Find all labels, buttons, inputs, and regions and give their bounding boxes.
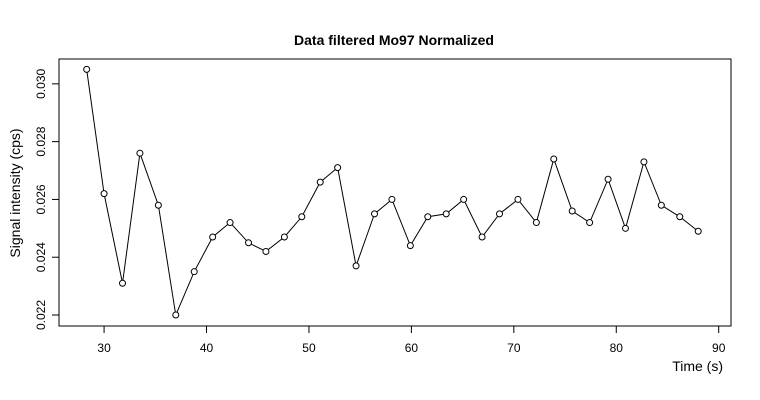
y-tick-label: 0.026 (34, 184, 48, 214)
data-point (568, 207, 576, 215)
chart-title: Data filtered Mo97 Normalized (294, 32, 494, 48)
data-point (442, 210, 450, 218)
data-point (406, 242, 414, 250)
x-tick-label: 90 (712, 341, 726, 355)
data-point (604, 175, 612, 183)
data-point (172, 311, 180, 319)
y-axis: 0.022 0.024 0.026 0.028 0.030 (34, 69, 60, 330)
data-point (136, 149, 144, 157)
data-point (262, 247, 270, 255)
data-point (334, 164, 342, 172)
x-tick-label: 80 (610, 341, 624, 355)
x-axis: 30 40 50 60 70 80 90 (97, 325, 726, 355)
x-tick-label: 30 (97, 341, 111, 355)
data-point (190, 268, 198, 276)
data-point (550, 155, 558, 163)
y-axis-label: Signal intensity (cps) (7, 128, 23, 257)
data-point (154, 201, 162, 209)
data-point (280, 233, 288, 241)
series-layer (83, 65, 702, 319)
x-tick-label: 50 (302, 341, 316, 355)
data-point (676, 213, 684, 221)
data-point (245, 239, 253, 247)
data-point (586, 219, 594, 227)
data-point (621, 224, 629, 232)
data-point (532, 219, 540, 227)
data-point (514, 195, 522, 203)
y-tick-label: 0.028 (34, 126, 48, 156)
y-tick-label: 0.024 (34, 242, 48, 272)
data-point (298, 213, 306, 221)
data-point (424, 213, 432, 221)
data-point (460, 195, 468, 203)
data-point (694, 227, 702, 235)
data-point (640, 158, 648, 166)
data-point (226, 219, 234, 227)
x-tick-label: 70 (507, 341, 521, 355)
plot-box (58, 58, 732, 327)
data-point (657, 201, 665, 209)
data-point (119, 279, 127, 287)
x-tick-label: 60 (405, 341, 419, 355)
data-point (478, 233, 486, 241)
data-point (352, 262, 360, 270)
series-line (86, 69, 699, 317)
data-point (83, 65, 91, 73)
data-point (388, 195, 396, 203)
y-tick-label: 0.022 (34, 300, 48, 330)
data-point (316, 178, 324, 186)
y-tick-label: 0.030 (34, 69, 48, 99)
data-point (371, 210, 379, 218)
data-point (495, 210, 503, 218)
x-axis-label: Time (s) (672, 358, 723, 374)
x-tick-label: 40 (200, 341, 214, 355)
data-point (209, 233, 217, 241)
data-point (100, 190, 108, 198)
